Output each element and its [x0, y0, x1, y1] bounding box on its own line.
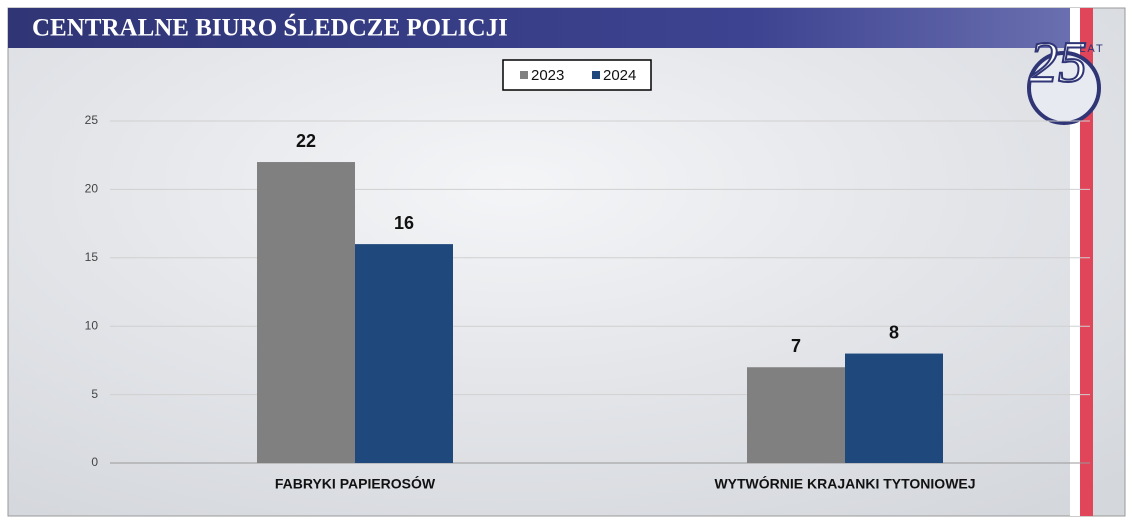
- legend-label: 2023: [531, 67, 564, 84]
- logo-number: 25: [1029, 29, 1087, 94]
- white-stripe: [1070, 8, 1080, 516]
- y-tick-label: 10: [85, 318, 99, 332]
- y-tick-label: 20: [85, 182, 99, 196]
- x-tick-label: WYTWÓRNIE KRAJANKI TYTONIOWEJ: [714, 475, 975, 492]
- header-title: CENTRALNE BIURO ŚLEDCZE POLICJI: [32, 14, 508, 42]
- y-tick-label: 25: [85, 113, 99, 127]
- data-label: 22: [296, 131, 316, 151]
- data-label: 16: [394, 213, 414, 233]
- y-tick-label: 0: [91, 455, 98, 469]
- logo-circle: [1027, 51, 1101, 125]
- data-label: 8: [889, 322, 899, 342]
- legend-swatch: [520, 71, 528, 79]
- legend-swatch: [592, 71, 600, 79]
- x-tick-label: FABRYKI PAPIEROSÓW: [275, 475, 436, 492]
- bar: [747, 367, 845, 463]
- bar: [257, 162, 355, 464]
- legend-label: 2024: [603, 67, 636, 84]
- y-tick-label: 15: [85, 250, 99, 264]
- red-stripe: [1080, 8, 1093, 516]
- header-bar: [8, 8, 1070, 48]
- bar: [845, 353, 943, 463]
- bar: [355, 244, 453, 463]
- logo-text: LAT: [1079, 43, 1104, 55]
- data-label: 7: [791, 336, 801, 356]
- y-tick-label: 5: [91, 387, 98, 401]
